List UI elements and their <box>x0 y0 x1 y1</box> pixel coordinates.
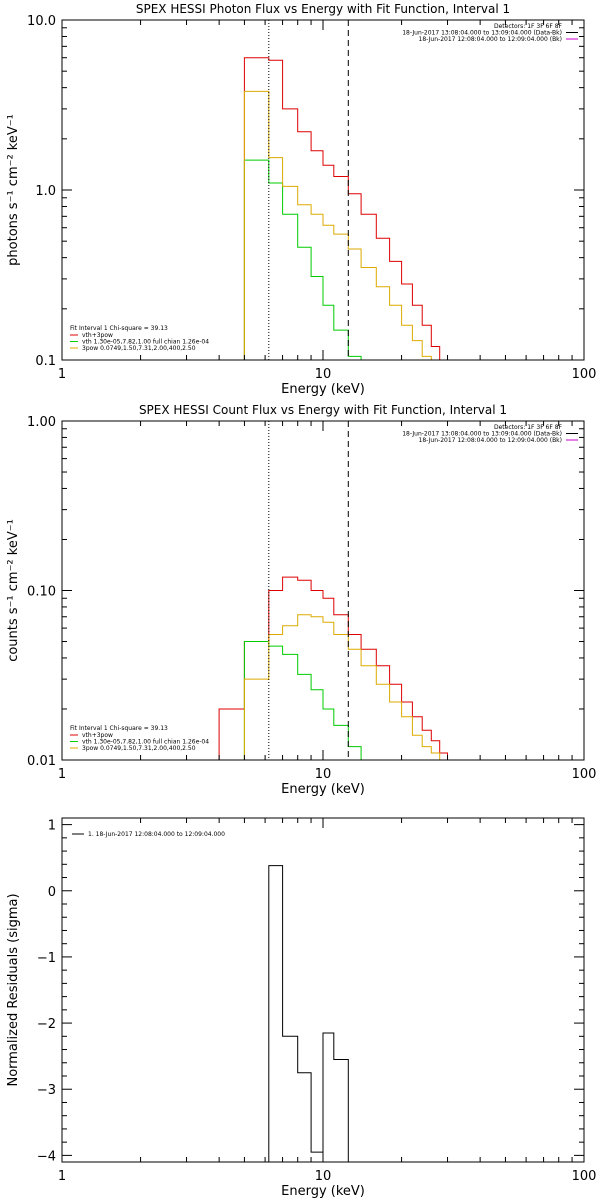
y-axis-label: Normalized Residuals (sigma) <box>6 893 21 1086</box>
panel-1: SPEX HESSI Photon Flux vs Energy with Fi… <box>6 2 596 397</box>
x-tick-label: 1 <box>58 767 66 782</box>
fit-info-text: Fit Interval 1 Chi-square = 39.13 <box>70 725 168 732</box>
series-line-1 <box>268 865 349 1162</box>
info-line-3: 18-Jun-2017 12:08:04.000 to 12:09:04.000… <box>419 437 562 444</box>
y-tick-label: 0.01 <box>27 754 56 769</box>
series-line-1 <box>243 57 441 360</box>
info-line-2: 18-Jun-2017 13:08:04.000 to 13:09:04.000… <box>402 431 562 438</box>
x-tick-label: 100 <box>572 1169 597 1184</box>
y-tick-label: 1 <box>48 819 56 834</box>
y-tick-label: −4 <box>37 1149 56 1164</box>
y-tick-label: −3 <box>37 1083 56 1098</box>
x-tick-label: 10 <box>315 367 332 382</box>
x-axis-label: Energy (keV) <box>281 782 365 797</box>
y-tick-label: 0 <box>48 885 56 900</box>
legend-label-3: 3pow 0.0749,1.50,7.31,2.00,400,2.50 <box>82 745 196 752</box>
x-tick-label: 10 <box>315 1169 332 1184</box>
panel-2: SPEX HESSI Count Flux vs Energy with Fit… <box>6 403 596 797</box>
x-axis-label: Energy (keV) <box>281 1184 365 1199</box>
info-line-1: Detectors: 1F 3F 6F 8F <box>494 23 563 30</box>
y-tick-label: 10.0 <box>27 14 56 29</box>
x-tick-label: 1 <box>58 367 66 382</box>
y-tick-label: −2 <box>37 1017 56 1032</box>
series-line-3 <box>243 90 440 360</box>
plot-area <box>218 576 455 760</box>
y-tick-label: 1.0 <box>35 184 56 199</box>
series-line-1 <box>218 576 455 760</box>
y-tick-label: 0.10 <box>27 585 56 600</box>
series-line-3 <box>219 614 448 760</box>
plot-area <box>268 865 349 1162</box>
info-line-2: 18-Jun-2017 13:08:04.000 to 13:09:04.000… <box>402 30 562 37</box>
info-line-1: Detectors: 1F 3F 6F 8F <box>494 424 563 431</box>
panel-3: 1 10 100 Energy (keV) −4 −3 −2 −1 0 1 Normalized R… <box>6 817 597 1199</box>
chart-title: SPEX HESSI Photon Flux vs Energy with Fi… <box>136 2 510 16</box>
y-axis-label: counts s⁻¹ cm⁻² keV⁻¹ <box>6 519 21 662</box>
legend-label-1: 1. 18-Jun-2017 12:08:04.000 to 12:09:04.… <box>88 831 225 838</box>
y-axis-label: photons s⁻¹ cm⁻² keV⁻¹ <box>6 114 21 266</box>
y-tick-label: −1 <box>37 951 56 966</box>
x-tick-label: 100 <box>572 367 597 382</box>
legend-label-1: vth+3pow <box>82 332 113 339</box>
legend-label-3: 3pow 0.0749,1.50,7.31,2.00,400,2.50 <box>82 345 196 352</box>
y-tick-label: 1.00 <box>27 415 56 430</box>
legend-label-2: vth 1.30e-05,7.82,1.00 full chian 1.26e-… <box>82 339 209 346</box>
x-tick-label: 1 <box>58 1169 66 1184</box>
fit-info-text: Fit Interval 1 Chi-square = 39.13 <box>70 325 168 332</box>
legend-label-1: vth+3pow <box>82 732 113 739</box>
x-tick-label: 10 <box>315 767 332 782</box>
legend-label-2: vth 1.30e-05,7.82,1.00 full chian 1.26e-… <box>82 739 209 746</box>
x-tick-label: 100 <box>572 767 597 782</box>
y-tick-label: 0.1 <box>35 354 56 369</box>
x-axis-label: Energy (keV) <box>281 382 365 397</box>
info-line-3: 18-Jun-2017 12:08:04.000 to 12:09:04.000… <box>419 36 562 43</box>
chart-title: SPEX HESSI Count Flux vs Energy with Fit… <box>139 403 507 417</box>
